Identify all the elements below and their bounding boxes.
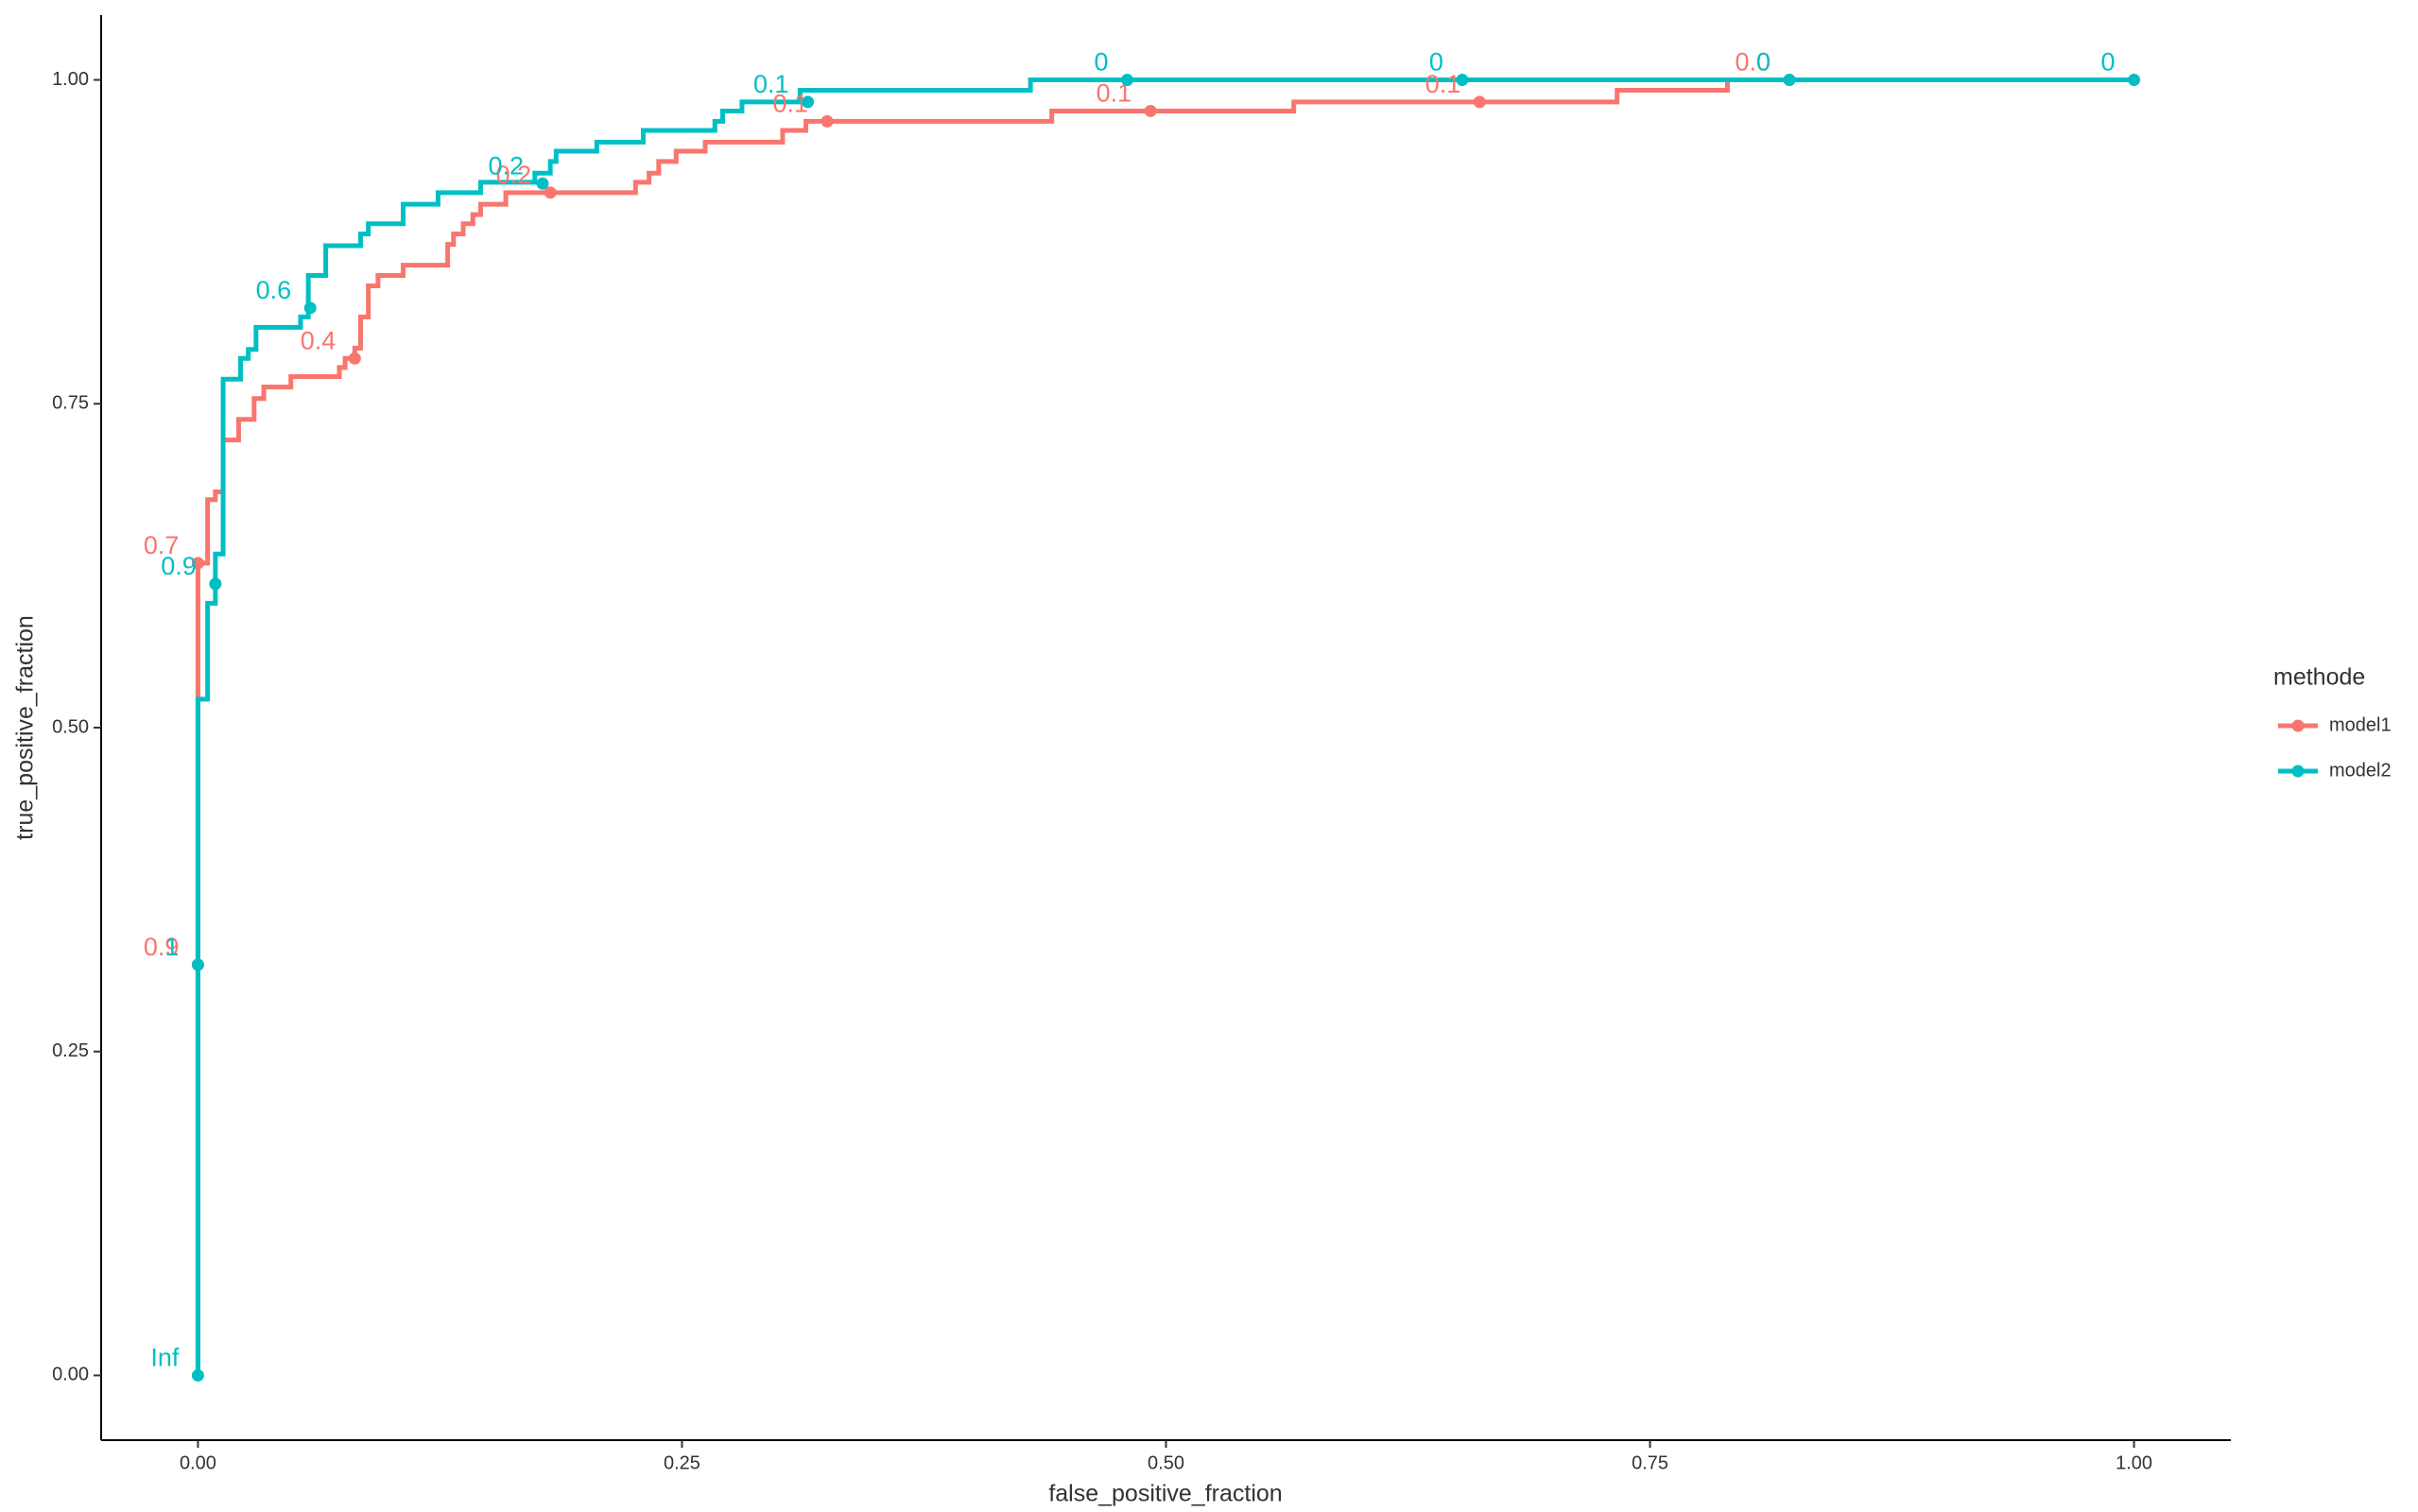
cutoff-label: 0 — [1095, 48, 1109, 77]
cutoff-point — [536, 177, 549, 190]
x-axis-title: false_positive_fraction — [1048, 1481, 1282, 1507]
cutoff-label: 0.9 — [161, 552, 197, 580]
cutoff-point — [1121, 74, 1134, 87]
cutoff-label: 1 — [164, 933, 179, 961]
cutoff-point — [191, 557, 204, 570]
y-tick-label: 0.50 — [52, 716, 89, 737]
cutoff-label: Inf — [150, 1344, 180, 1372]
x-tick-label: 0.25 — [664, 1452, 700, 1473]
cutoff-label: 0.4 — [301, 326, 337, 354]
x-tick-label: 0.75 — [1632, 1452, 1668, 1473]
y-tick-label: 0.75 — [52, 393, 89, 414]
x-tick-label: 1.00 — [2116, 1452, 2152, 1473]
cutoff-point — [303, 301, 317, 315]
cutoff-label: 0.1 — [753, 70, 789, 98]
cutoff-point — [820, 114, 834, 128]
roc-line — [195, 77, 2134, 1376]
y-tick-label: 0.25 — [52, 1040, 89, 1061]
legend-label: model2 — [2329, 760, 2392, 781]
cutoff-label: 0.2 — [488, 151, 524, 180]
cutoff-point — [191, 1368, 204, 1382]
cutoff-label: 0.9 — [144, 933, 180, 961]
cutoff-label: 0.6 — [256, 276, 292, 304]
cutoff-label: 0.7 — [144, 531, 180, 559]
cutoff-point — [191, 958, 204, 971]
cutoff-label: 0.0 — [1735, 48, 1770, 77]
cutoff-point — [1456, 74, 1469, 87]
cutoff-label: 0 — [2101, 48, 2116, 77]
cutoff-point — [1783, 74, 1796, 87]
cutoff-label: 0 — [1756, 48, 1770, 77]
roc-line — [195, 77, 2134, 1376]
y-tick-label: 1.00 — [52, 69, 89, 90]
cutoff-point — [348, 352, 361, 365]
legend-key-point — [2291, 765, 2305, 778]
x-tick-label: 0.00 — [180, 1452, 216, 1473]
cutoff-point — [1144, 104, 1157, 117]
cutoff-label: 0 — [1429, 48, 1443, 77]
legend-label: model1 — [2329, 714, 2392, 735]
cutoff-point — [544, 186, 557, 199]
cutoff-label: 0.2 — [496, 161, 532, 189]
legend-key-point — [2291, 719, 2305, 732]
legend-title: methode — [2273, 664, 2365, 691]
cutoff-point — [802, 95, 815, 109]
y-tick-label: 0.00 — [52, 1365, 89, 1385]
y-axis-title: true_positive_fraction — [12, 615, 39, 840]
cutoff-point — [1473, 95, 1486, 109]
cutoff-point — [209, 577, 222, 591]
x-tick-label: 0.50 — [1148, 1452, 1184, 1473]
cutoff-label: 0.1 — [1425, 70, 1461, 98]
cutoff-point — [2128, 74, 2141, 87]
